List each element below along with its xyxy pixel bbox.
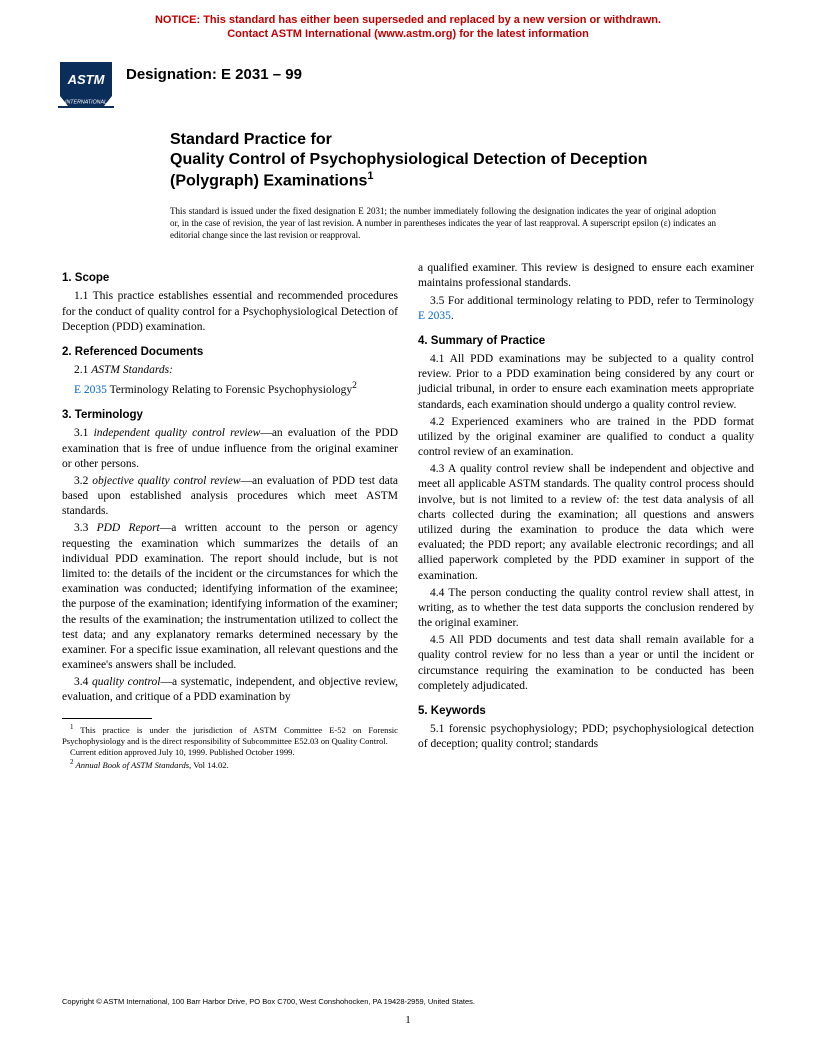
refdocs-p1: 2.1 ASTM Standards: <box>62 363 398 378</box>
astm-logo: ASTM INTERNATIONAL <box>58 56 114 112</box>
term-p1: 3.1 independent quality control review—a… <box>62 426 398 472</box>
intro-note: This standard is issued under the fixed … <box>0 191 816 241</box>
term-p4-cont: a qualified examiner. This review is des… <box>418 261 754 291</box>
body-columns: 1. Scope 1.1 This practice establishes e… <box>0 241 816 771</box>
copyright: Copyright © ASTM International, 100 Barr… <box>62 997 475 1006</box>
svg-text:INTERNATIONAL: INTERNATIONAL <box>65 99 107 105</box>
ref-e2035-link[interactable]: E 2035 <box>74 384 107 396</box>
header-row: ASTM INTERNATIONAL Designation: E 2031 –… <box>0 48 816 112</box>
scope-p1: 1.1 This practice establishes essential … <box>62 289 398 335</box>
summary-heading: 4. Summary of Practice <box>418 334 754 349</box>
keywords-heading: 5. Keywords <box>418 704 754 719</box>
footnote-1: 1 This practice is under the jurisdictio… <box>62 723 398 747</box>
right-column: a qualified examiner. This review is des… <box>418 261 754 771</box>
page-number: 1 <box>0 1014 816 1026</box>
left-column: 1. Scope 1.1 This practice establishes e… <box>62 261 398 771</box>
keywords-p1: 5.1 forensic psychophysiology; PDD; psyc… <box>418 722 754 752</box>
footnote-1b: Current edition approved July 10, 1999. … <box>62 747 398 758</box>
term-p4: 3.4 quality control—a systematic, indepe… <box>62 675 398 705</box>
term-p2: 3.2 objective quality control review—an … <box>62 474 398 520</box>
notice-banner: NOTICE: This standard has either been su… <box>0 0 816 48</box>
refdocs-heading: 2. Referenced Documents <box>62 345 398 360</box>
title-block: Standard Practice for Quality Control of… <box>0 112 816 191</box>
summary-p5: 4.5 All PDD documents and test data shal… <box>418 633 754 694</box>
refdocs-p2: E 2035 Terminology Relating to Forensic … <box>62 380 398 398</box>
svg-text:ASTM: ASTM <box>67 72 106 87</box>
designation: Designation: E 2031 – 99 <box>126 56 302 83</box>
summary-p4: 4.4 The person conducting the quality co… <box>418 586 754 632</box>
summary-p1: 4.1 All PDD examinations may be subjecte… <box>418 352 754 413</box>
summary-p3: 4.3 A quality control review shall be in… <box>418 462 754 583</box>
notice-line1: NOTICE: This standard has either been su… <box>155 14 661 26</box>
footnote-rule <box>62 718 152 719</box>
title-line1: Standard Practice for <box>170 130 736 150</box>
title-line2: Quality Control of Psychophysiological D… <box>170 150 736 191</box>
scope-heading: 1. Scope <box>62 271 398 286</box>
terminology-heading: 3. Terminology <box>62 408 398 423</box>
term-p5: 3.5 For additional terminology relating … <box>418 294 754 324</box>
ref-e2035-link-2[interactable]: E 2035 <box>418 310 451 322</box>
summary-p2: 4.2 Experienced examiners who are traine… <box>418 415 754 461</box>
notice-line2: Contact ASTM International (www.astm.org… <box>227 28 589 40</box>
term-p3: 3.3 PDD Report—a written account to the … <box>62 521 398 673</box>
footnote-2: 2 Annual Book of ASTM Standards, Vol 14.… <box>62 758 398 771</box>
